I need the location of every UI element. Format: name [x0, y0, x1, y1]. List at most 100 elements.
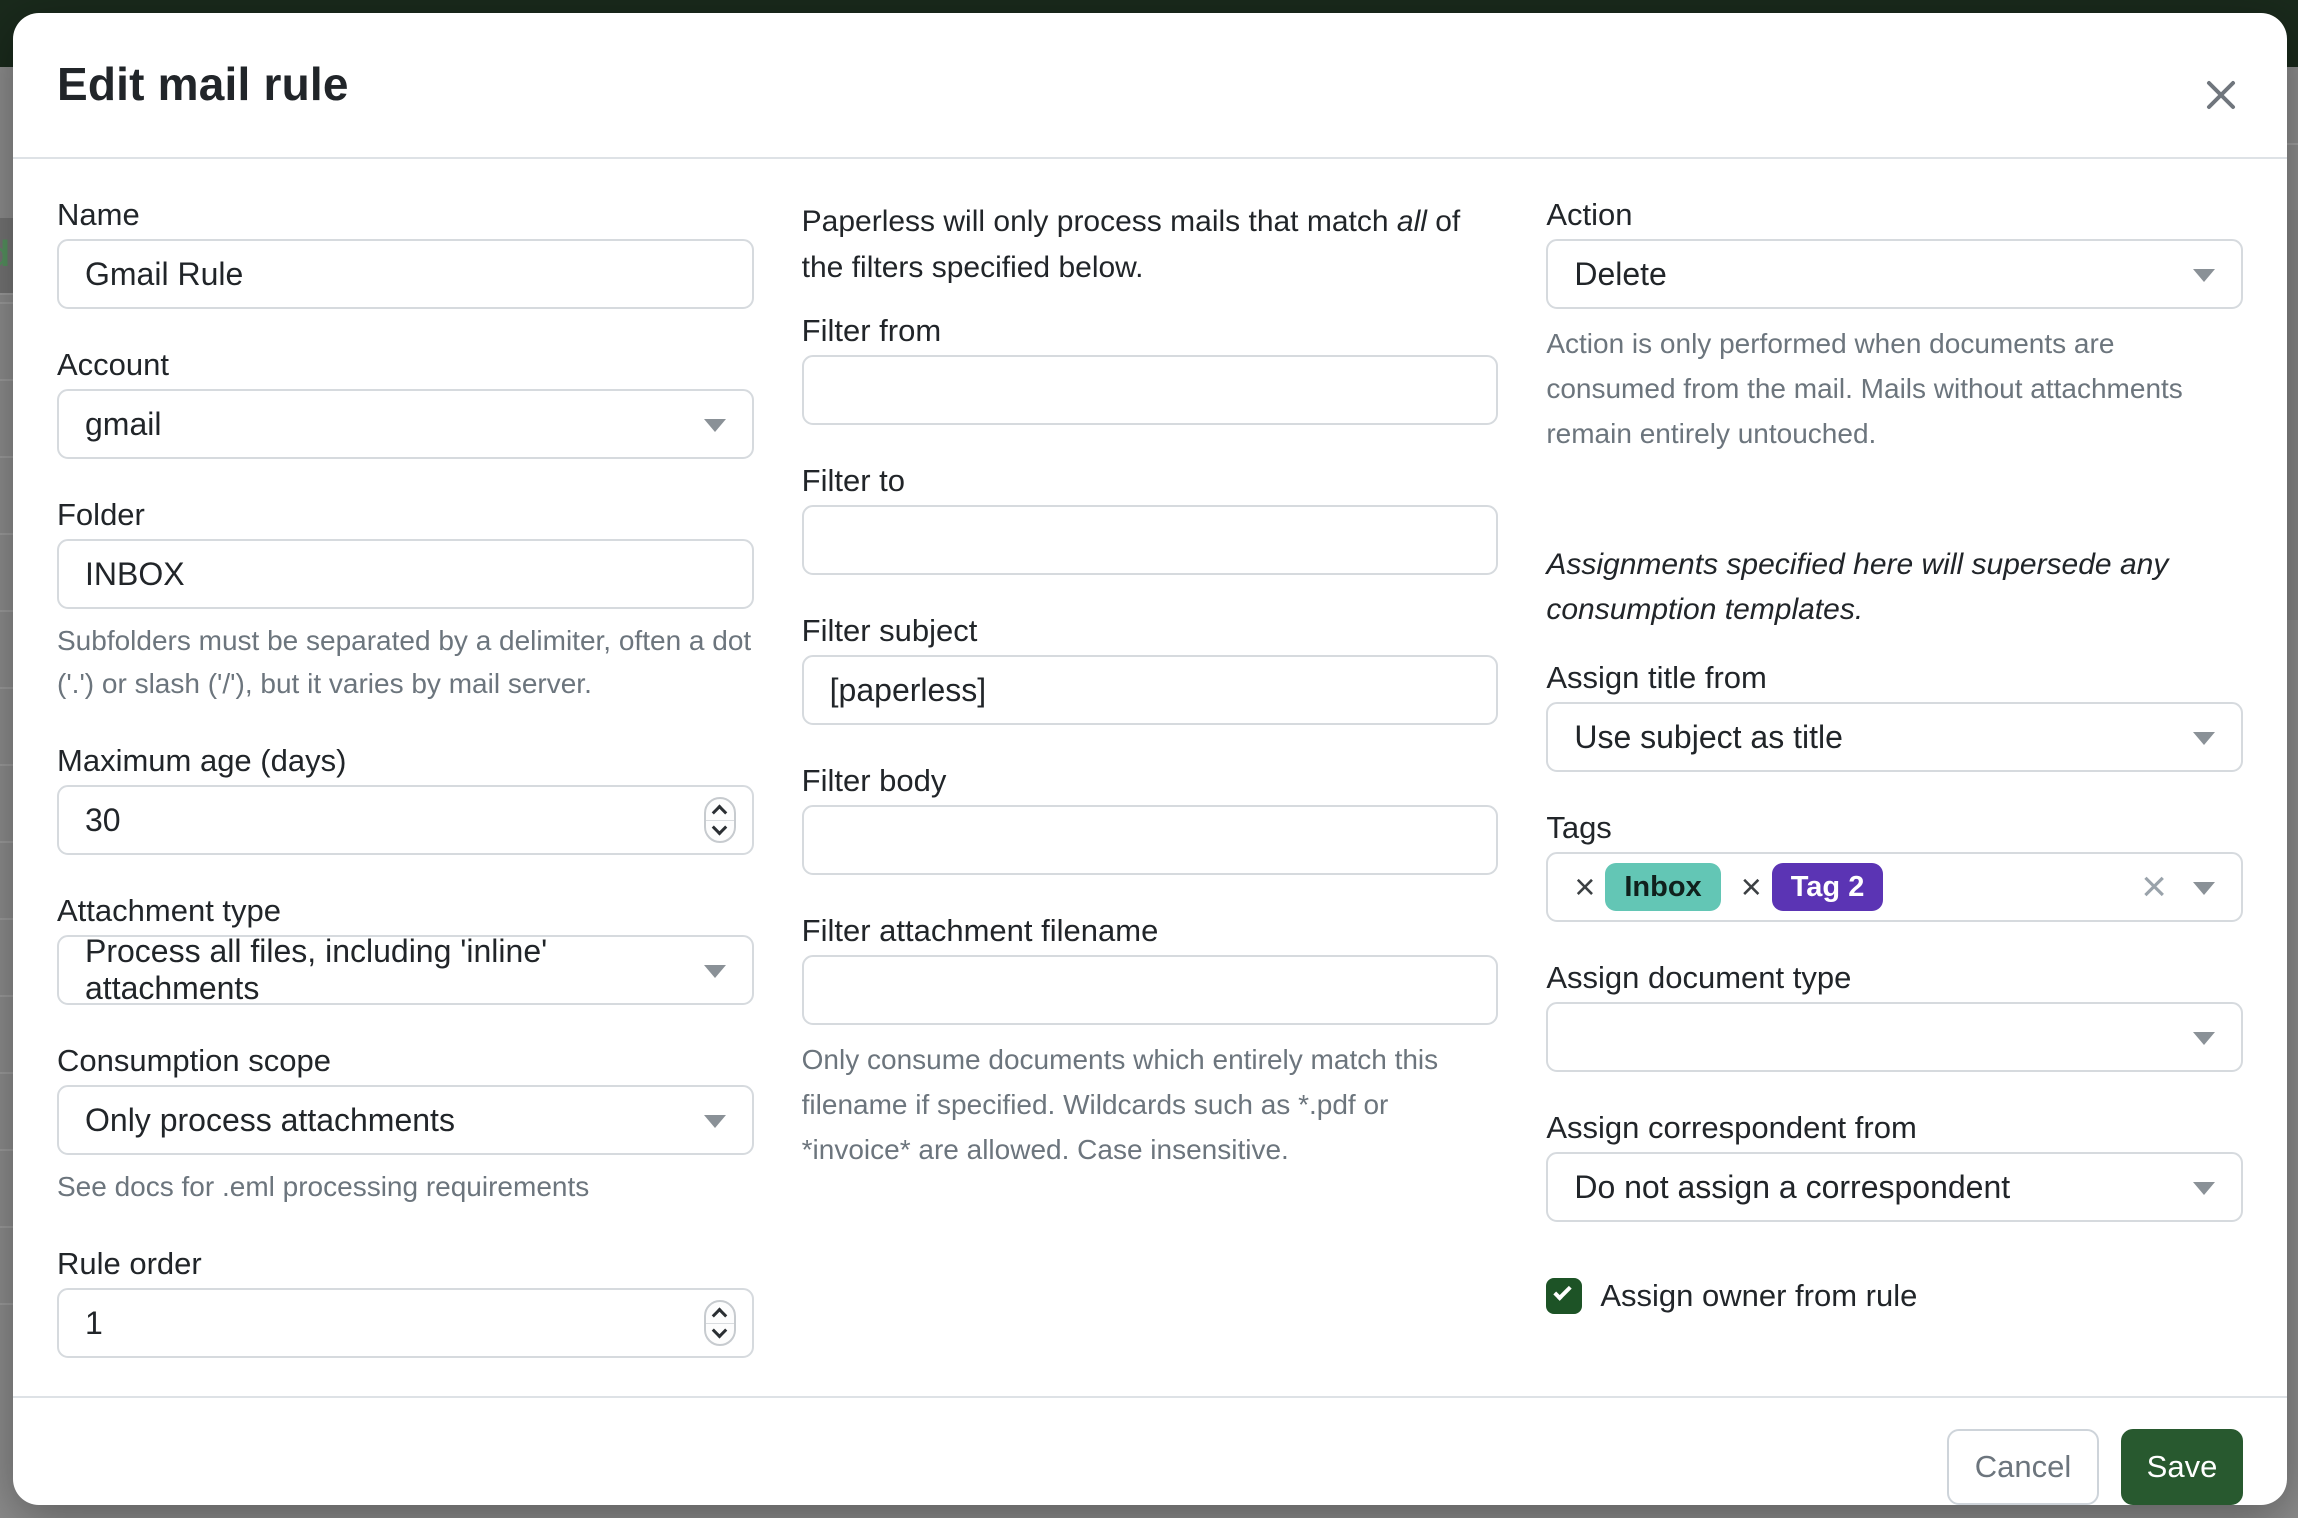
field-folder: Folder Subfolders must be separated by a…: [57, 497, 754, 705]
action-label: Action: [1546, 197, 1633, 232]
assign-doctype-select[interactable]: [1546, 1002, 2243, 1072]
assign-title-value: Use subject as title: [1574, 718, 1843, 755]
assign-title-select[interactable]: Use subject as title: [1546, 702, 2243, 772]
attachment-type-value: Process all files, including 'inline' at…: [85, 933, 548, 1006]
close-icon[interactable]: [2197, 71, 2245, 119]
number-spinner[interactable]: [703, 1300, 736, 1346]
chevron-down-icon: [2193, 269, 2215, 282]
maximum-age-label: Maximum age (days): [57, 743, 347, 778]
chevron-down-icon: [703, 965, 726, 978]
rule-order-stepper[interactable]: 1: [57, 1288, 754, 1358]
field-assign-title: Assign title from Use subject as title: [1546, 660, 2243, 772]
account-label: Account: [57, 347, 170, 382]
field-consumption-scope: Consumption scope Only process attachmen…: [57, 1043, 754, 1208]
background-page-left: d: [0, 67, 13, 1518]
field-filter-subject: Filter subject: [801, 613, 1499, 725]
chevron-down-icon: [703, 1115, 726, 1128]
spinner-down-icon[interactable]: [706, 820, 734, 842]
account-select-value: gmail: [85, 405, 162, 442]
assign-owner-label: Assign owner from rule: [1600, 1278, 1918, 1313]
column-actions: Action Delete Action is only performed w…: [1546, 197, 2243, 1396]
chevron-down-icon: [2193, 882, 2215, 895]
field-action: Action Delete Action is only performed w…: [1546, 197, 2243, 456]
rule-order-label: Rule order: [57, 1246, 202, 1281]
field-rule-order: Rule order 1: [57, 1246, 754, 1358]
field-filter-body: Filter body: [801, 763, 1499, 875]
check-icon: [1553, 1282, 1573, 1301]
filter-from-label: Filter from: [801, 313, 942, 348]
assign-correspondent-label: Assign correspondent from: [1546, 1110, 1917, 1145]
chevron-down-icon: [2193, 1182, 2215, 1195]
background-divider: [2287, 143, 2298, 145]
filter-subject-input[interactable]: [801, 655, 1499, 725]
consumption-scope-value: Only process attachments: [85, 1101, 455, 1138]
remove-tag-icon[interactable]: ×: [1574, 866, 1596, 907]
spinner-down-icon[interactable]: [706, 1323, 734, 1345]
filters-intro-text: Paperless will only process mails that m…: [801, 205, 1461, 284]
chevron-down-icon: [2193, 1032, 2215, 1045]
background-band: [2287, 210, 2298, 620]
background-table-row-dark: [0, 218, 13, 295]
tags-select[interactable]: × Inbox × Tag 2 ×: [1546, 852, 2243, 922]
remove-tag-icon[interactable]: ×: [1740, 866, 1762, 907]
field-tags: Tags × Inbox × Tag 2 ×: [1546, 810, 2243, 922]
spinner-up-icon[interactable]: [705, 1302, 734, 1324]
field-filter-to: Filter to: [801, 463, 1499, 575]
field-filter-filename: Filter attachment filename Only consume …: [801, 913, 1499, 1172]
background-link-fragment: d: [0, 233, 10, 275]
background-page-right: [2287, 67, 2298, 1518]
assign-correspondent-select[interactable]: Do not assign a correspondent: [1546, 1152, 2243, 1222]
tags-label: Tags: [1546, 810, 1612, 845]
filter-filename-input[interactable]: [801, 955, 1499, 1025]
dialog-footer: Cancel Save: [13, 1396, 2287, 1518]
edit-mail-rule-dialog: Edit mail rule Name Account gmail: [13, 13, 2287, 1505]
save-button[interactable]: Save: [2121, 1428, 2243, 1505]
column-filters: Paperless will only process mails that m…: [801, 197, 1499, 1396]
filter-from-input[interactable]: [801, 355, 1499, 425]
assign-correspondent-value: Do not assign a correspondent: [1574, 1168, 2011, 1205]
field-filter-from: Filter from: [801, 313, 1499, 425]
column-mail-settings: Name Account gmail Folder Subfolders mus…: [57, 197, 754, 1396]
clear-all-icon[interactable]: ×: [2141, 862, 2167, 911]
assign-title-label: Assign title from: [1546, 660, 1767, 695]
folder-input[interactable]: [57, 539, 754, 609]
action-select[interactable]: Delete: [1546, 239, 2243, 309]
field-assign-doctype: Assign document type: [1546, 960, 2243, 1072]
rule-order-value: 1: [85, 1304, 103, 1341]
folder-label: Folder: [57, 497, 145, 532]
number-spinner[interactable]: [703, 797, 736, 843]
name-label: Name: [57, 197, 140, 232]
tag-chips: × Inbox × Tag 2: [1574, 863, 1903, 911]
filter-to-input[interactable]: [801, 505, 1499, 575]
filter-filename-label: Filter attachment filename: [801, 913, 1159, 948]
assign-doctype-label: Assign document type: [1546, 960, 1852, 995]
chevron-down-icon: [2193, 732, 2215, 745]
background-table-rows: [0, 150, 13, 1310]
action-help-text: Action is only performed when documents …: [1546, 328, 2183, 449]
consumption-scope-select[interactable]: Only process attachments: [57, 1085, 754, 1155]
attachment-type-label: Attachment type: [57, 893, 282, 928]
maximum-age-value: 30: [85, 801, 121, 838]
attachment-type-select[interactable]: Process all files, including 'inline' at…: [57, 933, 754, 1006]
filter-filename-help-text: Only consume documents which entirely ma…: [801, 1044, 1439, 1165]
chevron-down-icon: [703, 419, 726, 432]
name-input[interactable]: [57, 239, 754, 309]
field-maximum-age: Maximum age (days) 30: [57, 743, 754, 855]
tag-chip: Inbox: [1605, 863, 1721, 911]
dialog-title: Edit mail rule: [57, 58, 349, 110]
account-select[interactable]: gmail: [57, 389, 754, 459]
filter-body-label: Filter body: [801, 763, 947, 798]
dialog-header: Edit mail rule: [13, 13, 2287, 159]
field-assign-correspondent: Assign correspondent from Do not assign …: [1546, 1110, 2243, 1222]
maximum-age-stepper[interactable]: 30: [57, 785, 754, 855]
spinner-up-icon[interactable]: [705, 799, 734, 821]
filter-body-input[interactable]: [801, 805, 1499, 875]
assign-owner-checkbox[interactable]: [1546, 1278, 1583, 1314]
consumption-scope-label: Consumption scope: [57, 1043, 331, 1078]
assignments-note-text: Assignments specified here will supersed…: [1546, 548, 2169, 626]
cancel-button[interactable]: Cancel: [1947, 1428, 2099, 1505]
field-name: Name: [57, 197, 754, 309]
assign-owner-row: Assign owner from rule: [1546, 1278, 2243, 1314]
action-value: Delete: [1574, 255, 1667, 292]
